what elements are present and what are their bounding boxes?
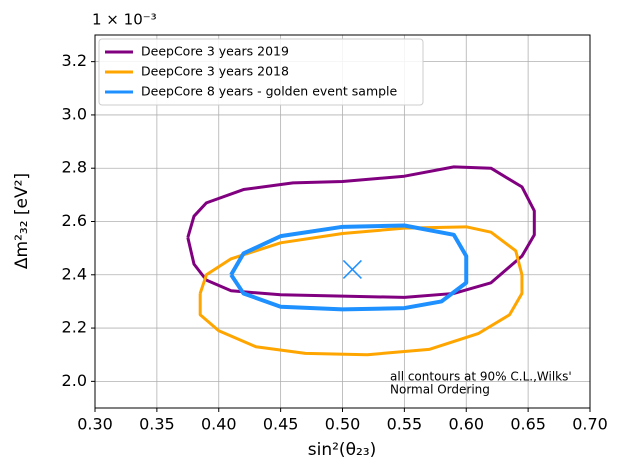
- x-tick-label: 0.70: [572, 415, 608, 434]
- legend-box: [98, 38, 424, 106]
- x-tick-label: 0.55: [387, 415, 423, 434]
- y-tick-label: 2.4: [62, 264, 87, 283]
- y-tick-label: 3.2: [62, 51, 87, 70]
- x-tick-label: 0.65: [510, 415, 546, 434]
- annotation: Normal Ordering: [390, 383, 490, 397]
- y-tick-label: 2.8: [62, 158, 87, 177]
- x-tick-label: 0.40: [201, 415, 237, 434]
- x-axis-label: sin²(θ₂₃): [308, 440, 376, 460]
- y-axis-label: Δm²₃₂ [eV²]: [12, 173, 32, 269]
- y-tick-label: 2.2: [62, 318, 87, 337]
- x-tick-label: 0.60: [448, 415, 484, 434]
- x-tick-label: 0.45: [263, 415, 299, 434]
- plot-frame: [94, 34, 591, 409]
- contour: [229, 223, 469, 312]
- contour: [198, 225, 524, 357]
- x-tick-label: 0.35: [139, 415, 175, 434]
- annotation: all contours at 90% C.L.,Wilks': [390, 370, 572, 384]
- y-tick-label: 3.0: [62, 104, 87, 123]
- y-tick-label: 2.0: [62, 371, 87, 390]
- best-fit-stroke: [342, 259, 362, 279]
- legend-label: DeepCore 3 years 2019: [141, 44, 289, 59]
- y-tick-label: 2.6: [62, 211, 87, 230]
- contour: [186, 165, 536, 299]
- axis-multiplier: 1 × 10⁻³: [92, 11, 157, 29]
- best-fit-marker: [342, 259, 362, 279]
- legend-label: DeepCore 8 years - golden event sample: [141, 84, 398, 99]
- x-tick-label: 0.50: [325, 415, 361, 434]
- x-tick-label: 0.30: [77, 415, 113, 434]
- legend-label: DeepCore 3 years 2018: [141, 64, 289, 79]
